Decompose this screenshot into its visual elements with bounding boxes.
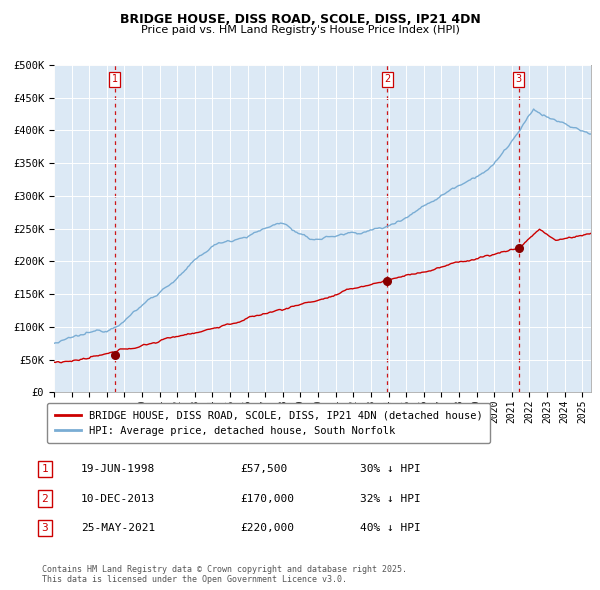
Text: £170,000: £170,000 xyxy=(240,494,294,503)
Text: 2: 2 xyxy=(385,74,391,84)
Text: 3: 3 xyxy=(41,523,49,533)
Text: 1: 1 xyxy=(41,464,49,474)
Text: 1: 1 xyxy=(112,74,118,84)
Text: 32% ↓ HPI: 32% ↓ HPI xyxy=(360,494,421,503)
Legend: BRIDGE HOUSE, DISS ROAD, SCOLE, DISS, IP21 4DN (detached house), HPI: Average pr: BRIDGE HOUSE, DISS ROAD, SCOLE, DISS, IP… xyxy=(47,404,490,443)
Text: 25-MAY-2021: 25-MAY-2021 xyxy=(81,523,155,533)
Text: £220,000: £220,000 xyxy=(240,523,294,533)
Text: Contains HM Land Registry data © Crown copyright and database right 2025.
This d: Contains HM Land Registry data © Crown c… xyxy=(42,565,407,584)
Text: 30% ↓ HPI: 30% ↓ HPI xyxy=(360,464,421,474)
Text: 3: 3 xyxy=(515,74,521,84)
Text: £57,500: £57,500 xyxy=(240,464,287,474)
Text: 19-JUN-1998: 19-JUN-1998 xyxy=(81,464,155,474)
Text: Price paid vs. HM Land Registry's House Price Index (HPI): Price paid vs. HM Land Registry's House … xyxy=(140,25,460,35)
Text: BRIDGE HOUSE, DISS ROAD, SCOLE, DISS, IP21 4DN: BRIDGE HOUSE, DISS ROAD, SCOLE, DISS, IP… xyxy=(119,13,481,26)
Text: 2: 2 xyxy=(41,494,49,503)
Text: 40% ↓ HPI: 40% ↓ HPI xyxy=(360,523,421,533)
Text: 10-DEC-2013: 10-DEC-2013 xyxy=(81,494,155,503)
